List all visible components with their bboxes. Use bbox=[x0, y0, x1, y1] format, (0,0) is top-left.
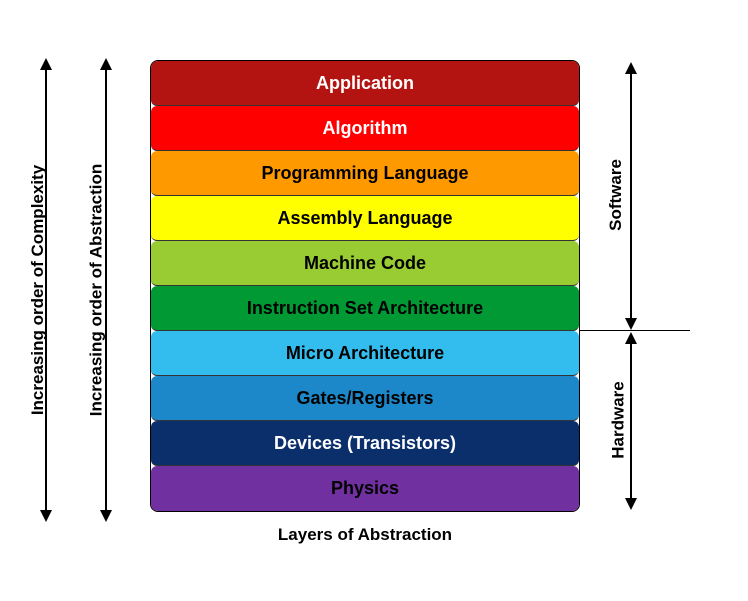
arrow-down-icon bbox=[40, 510, 52, 522]
diagram-title: Layers of Abstraction bbox=[150, 525, 580, 545]
layer: Assembly Language bbox=[151, 196, 579, 241]
layer: Algorithm bbox=[151, 106, 579, 151]
abstraction-label: Increasing order of Abstraction bbox=[86, 164, 106, 417]
software-label: Software bbox=[606, 159, 626, 231]
layer: Devices (Transistors) bbox=[151, 421, 579, 466]
layer-stack: ApplicationAlgorithmProgramming Language… bbox=[150, 60, 580, 512]
complexity-label: Increasing order of Complexity bbox=[28, 165, 48, 415]
arrow-down-icon bbox=[625, 498, 637, 510]
left-axis: Increasing order of Complexity Increasin… bbox=[20, 60, 140, 520]
arrow-up-icon bbox=[40, 58, 52, 70]
layer: Instruction Set Architecture bbox=[151, 286, 579, 331]
layer: Gates/Registers bbox=[151, 376, 579, 421]
arrow-down-icon bbox=[100, 510, 112, 522]
split-line bbox=[580, 330, 690, 331]
hardware-label: Hardware bbox=[609, 381, 629, 458]
layer: Programming Language bbox=[151, 151, 579, 196]
layer: Application bbox=[151, 61, 579, 106]
arrow-down-icon bbox=[625, 318, 637, 330]
arrow-up-icon bbox=[100, 58, 112, 70]
right-groups: Software Hardware bbox=[590, 60, 700, 520]
layer: Machine Code bbox=[151, 241, 579, 286]
hardware-arrow-line bbox=[630, 342, 632, 498]
software-arrow-line bbox=[630, 72, 632, 318]
layer: Physics bbox=[151, 466, 579, 511]
layer: Micro Architecture bbox=[151, 331, 579, 376]
